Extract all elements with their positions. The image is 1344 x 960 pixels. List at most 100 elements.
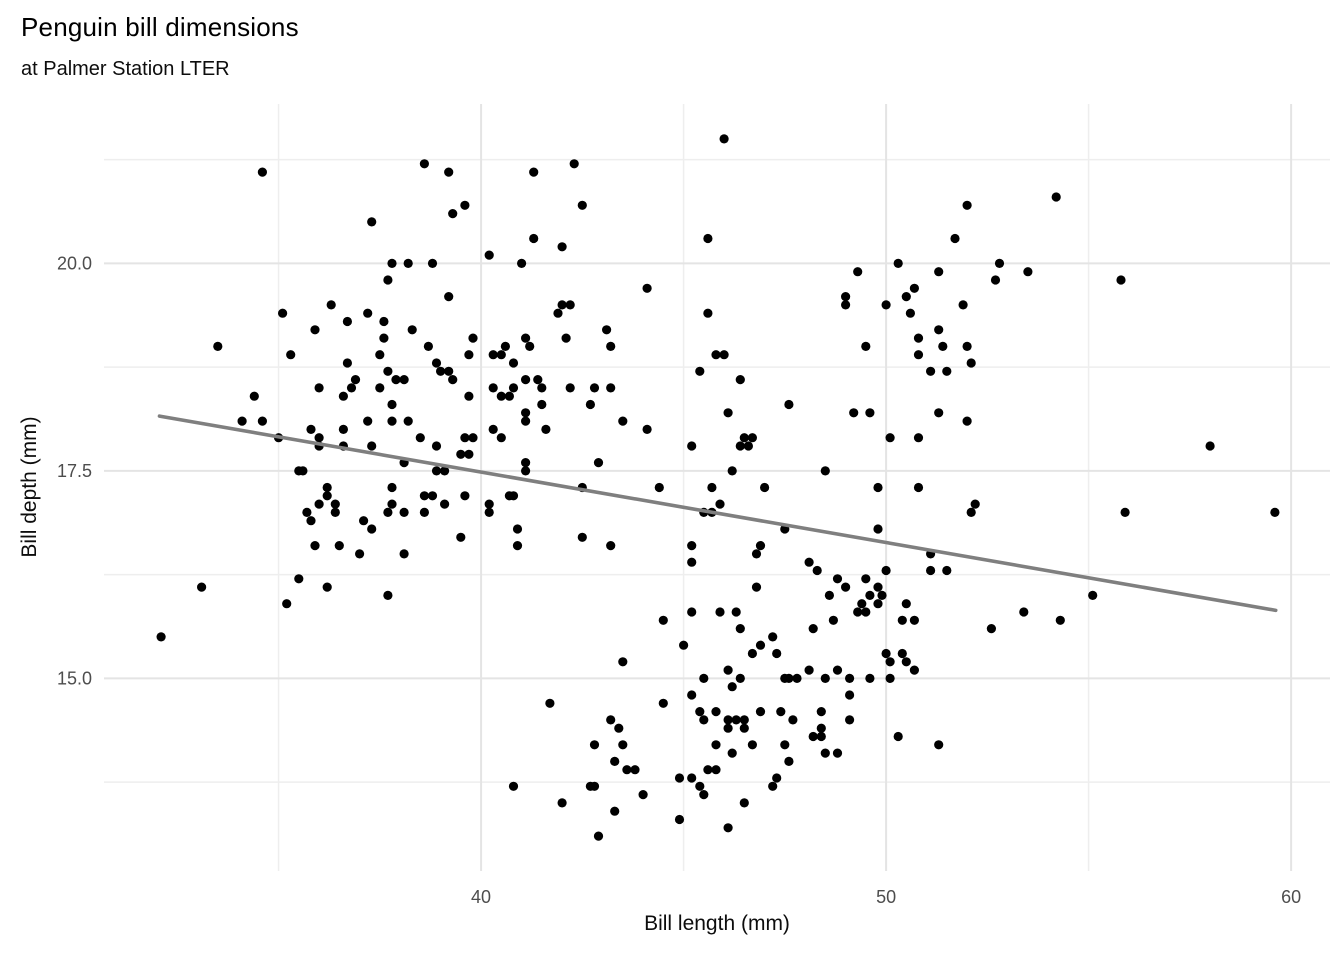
data-point <box>606 341 616 351</box>
data-point <box>707 482 717 493</box>
data-point <box>780 740 790 750</box>
data-point <box>853 267 863 277</box>
data-point <box>804 665 814 675</box>
data-point <box>812 565 822 576</box>
data-point <box>484 499 494 509</box>
data-point <box>342 358 352 368</box>
data-point <box>1088 590 1098 601</box>
data-point <box>517 258 527 268</box>
data-point <box>521 458 531 468</box>
data-point <box>824 590 835 601</box>
data-point <box>934 740 944 750</box>
data-point <box>484 250 494 260</box>
data-point <box>610 756 620 767</box>
data-point <box>772 648 782 659</box>
data-point <box>747 740 758 750</box>
data-point <box>711 740 721 750</box>
data-point <box>306 424 316 434</box>
data-point <box>431 358 442 368</box>
data-point <box>383 275 393 285</box>
data-point <box>314 499 324 509</box>
data-point <box>747 648 758 659</box>
data-point <box>938 341 948 351</box>
data-point <box>687 607 697 617</box>
data-point <box>431 466 442 476</box>
data-point <box>926 366 936 376</box>
data-point <box>415 433 425 443</box>
data-point <box>715 607 725 617</box>
data-point <box>589 740 600 750</box>
data-point <box>687 557 697 567</box>
data-point <box>322 582 332 592</box>
data-point <box>760 482 770 493</box>
data-point <box>444 167 454 177</box>
data-point <box>885 657 895 667</box>
data-point <box>419 159 429 169</box>
data-point <box>249 391 259 401</box>
data-point <box>642 424 652 434</box>
data-point <box>723 408 733 418</box>
data-point <box>768 632 778 642</box>
data-point <box>816 723 826 733</box>
data-point <box>934 325 944 335</box>
data-point <box>695 707 705 717</box>
data-point <box>832 748 843 758</box>
data-point <box>529 233 539 244</box>
data-point <box>440 466 450 476</box>
data-point <box>674 773 685 783</box>
data-point <box>484 507 494 517</box>
data-point <box>962 416 972 426</box>
data-point <box>913 482 924 493</box>
data-point <box>820 466 830 476</box>
data-point <box>521 375 531 385</box>
data-point <box>213 341 223 351</box>
data-point <box>687 690 697 700</box>
data-point <box>905 308 916 318</box>
data-point <box>403 416 413 426</box>
data-point <box>618 740 628 750</box>
data-point <box>804 557 814 567</box>
data-point <box>156 632 166 642</box>
data-point <box>1019 607 1029 617</box>
data-point <box>237 416 247 426</box>
data-point <box>521 408 531 418</box>
data-point <box>711 765 721 775</box>
data-point <box>638 790 648 800</box>
data-point <box>456 449 466 459</box>
data-point <box>966 358 976 368</box>
data-point <box>529 167 539 177</box>
data-point <box>464 391 474 401</box>
data-point <box>828 615 839 625</box>
data-point <box>448 209 458 219</box>
data-point <box>808 624 818 634</box>
data-point <box>841 582 851 592</box>
data-point <box>926 565 936 576</box>
data-point <box>350 375 361 385</box>
data-point <box>468 433 478 443</box>
data-point <box>776 707 786 717</box>
data-point <box>423 341 433 351</box>
data-point <box>934 408 944 418</box>
data-point <box>739 723 749 733</box>
data-point <box>942 366 952 376</box>
data-point <box>962 341 972 351</box>
data-point <box>913 333 924 343</box>
data-point <box>387 499 397 509</box>
data-point <box>496 433 506 443</box>
data-point <box>966 507 976 517</box>
data-point <box>865 408 875 418</box>
data-point <box>383 507 393 517</box>
data-point <box>788 715 798 725</box>
data-point <box>407 325 417 335</box>
data-point <box>845 690 855 700</box>
data-point <box>537 399 547 410</box>
data-point <box>367 524 377 534</box>
data-point <box>460 200 470 210</box>
data-point <box>699 673 709 684</box>
data-point <box>942 565 952 576</box>
data-point <box>427 491 438 501</box>
y-axis-title: Bill depth (mm) <box>18 416 41 558</box>
data-point <box>322 491 332 501</box>
data-point <box>387 258 397 268</box>
